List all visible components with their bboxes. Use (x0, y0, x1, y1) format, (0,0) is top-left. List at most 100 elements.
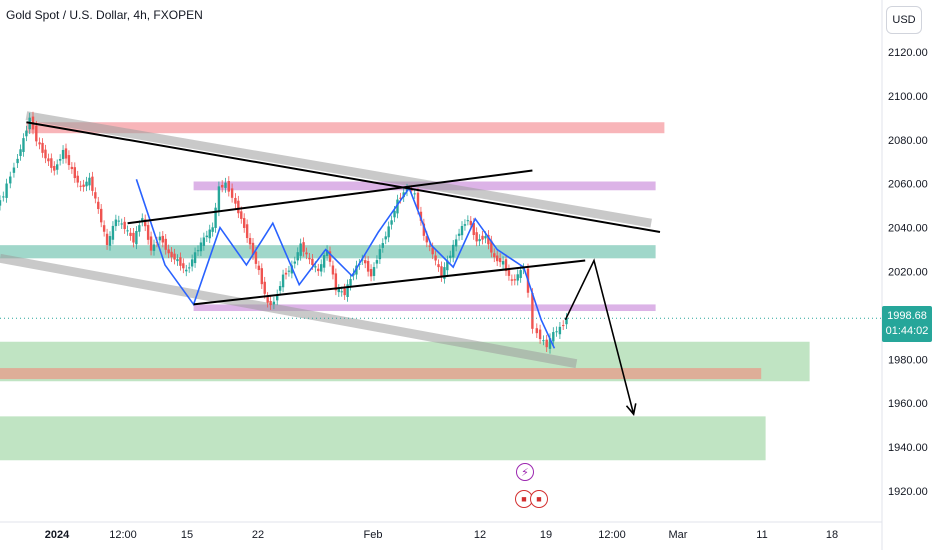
candle-body (138, 225, 141, 232)
y-tick-label: 1980.00 (888, 354, 928, 366)
candle-body (475, 232, 478, 242)
zone-demand-line (0, 368, 762, 380)
candle-body (434, 255, 437, 261)
candle-body (396, 199, 399, 214)
candle-body (211, 227, 214, 232)
candle-body (161, 235, 164, 243)
candle-body (562, 325, 565, 327)
candle-body (5, 183, 8, 198)
candle-body (205, 235, 208, 238)
x-tick-label: 12:00 (598, 529, 626, 541)
projection-path (564, 258, 635, 415)
candle-body (9, 176, 12, 184)
channel-band (0, 253, 578, 369)
candle-body (558, 326, 562, 335)
candle-body (320, 264, 323, 272)
y-tick-label: 2040.00 (888, 223, 928, 235)
candle-body (82, 184, 85, 187)
candle-body (565, 317, 568, 325)
candle-body (227, 181, 230, 192)
y-tick-label: 2020.00 (888, 267, 928, 279)
candle-body (284, 272, 288, 275)
candle-body (73, 167, 76, 179)
candle-body (384, 236, 387, 240)
candle-body (542, 340, 545, 342)
candle-body (425, 236, 428, 243)
candle-body (366, 260, 370, 272)
us-flag-icon[interactable]: ■ (530, 490, 548, 508)
candle-body (378, 249, 382, 260)
candle-body (117, 220, 120, 222)
candle-body (457, 233, 461, 236)
current-price-tag: 1998.68 01:44:02 (882, 306, 932, 342)
x-tick-label: 19 (540, 529, 552, 541)
candle-body (266, 296, 269, 303)
candle-body (501, 261, 505, 265)
candle-body (230, 188, 234, 198)
candle-body (111, 225, 115, 240)
candle-body (135, 230, 138, 245)
candle-body (19, 149, 22, 156)
candle-body (469, 220, 472, 226)
lightning-icon[interactable]: ⚡ (516, 463, 534, 481)
candle-body (257, 265, 261, 271)
x-tick-label: Feb (364, 529, 383, 541)
candle-body (167, 249, 170, 254)
candle-body (281, 274, 285, 288)
candle-body (254, 251, 258, 264)
candle-body (375, 260, 379, 264)
candle-body (387, 226, 390, 238)
candle-body (0, 200, 2, 206)
x-tick-label: 12:00 (109, 529, 137, 541)
channel-band (25, 111, 652, 228)
trendline-upper-channel (26, 121, 661, 233)
candle-body (490, 240, 493, 253)
projection-arrowhead (625, 403, 637, 416)
candle-body (305, 252, 308, 255)
candle-body (460, 226, 464, 236)
candle-body (61, 149, 65, 159)
candle-body (302, 242, 305, 252)
candle-body (199, 242, 203, 252)
candle-body (164, 238, 167, 250)
candle-body (129, 232, 132, 236)
candle-body (97, 201, 100, 210)
candle-body (114, 219, 118, 227)
candle-body (2, 196, 5, 198)
candle-body (337, 289, 340, 293)
currency-selector[interactable]: USD (886, 6, 922, 34)
candle-body (446, 260, 449, 271)
candle-body (463, 224, 467, 226)
candle-body (293, 261, 296, 264)
x-tick-label: Mar (669, 529, 688, 541)
candle-body (552, 332, 555, 342)
candle-body (278, 286, 282, 291)
candle-body (510, 279, 514, 281)
candle-body (454, 239, 458, 247)
candle-body (173, 253, 176, 260)
candle-body (507, 269, 511, 276)
candle-body (340, 291, 343, 293)
candle-body (105, 233, 109, 246)
candle-body (188, 267, 191, 269)
candle-body (440, 266, 443, 278)
candle-body (182, 263, 185, 269)
candle-body (16, 158, 19, 164)
candle-body (431, 247, 434, 255)
zone-demand-2 (0, 416, 766, 461)
y-tick-label: 1920.00 (888, 486, 928, 498)
candle-body (196, 250, 200, 252)
candle-body (214, 207, 217, 228)
candle-body (25, 130, 28, 137)
candle-body (308, 257, 311, 260)
zone-resistance-high (26, 122, 665, 134)
candle-body (100, 208, 103, 223)
candle-body (179, 257, 182, 266)
candle-body (317, 268, 320, 272)
current-price-label: 1998.68 (887, 310, 927, 322)
candle-body (545, 339, 548, 348)
candle-body (158, 236, 162, 241)
candle-body (221, 184, 224, 188)
